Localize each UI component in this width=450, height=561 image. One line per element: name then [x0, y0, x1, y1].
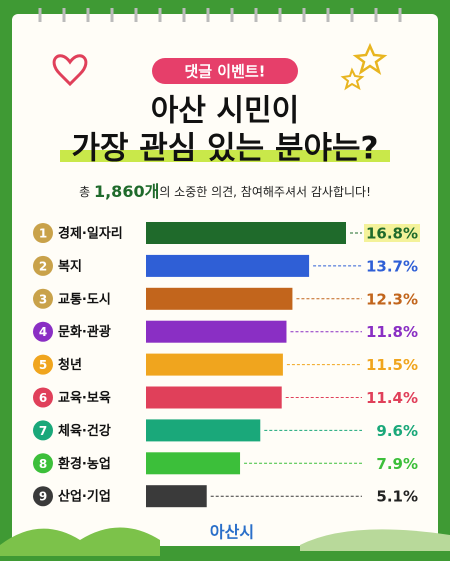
bar: [146, 222, 346, 244]
title-line2: 가장 관심 있는 분야는?: [71, 131, 378, 167]
ground: [300, 529, 450, 551]
rank: 3: [39, 292, 47, 306]
value-label: 16.8%: [366, 225, 418, 243]
value-label: 7.9%: [376, 455, 418, 473]
rank-badge: [33, 354, 53, 375]
bar: [146, 452, 241, 475]
badge: 댓글 이벤트!: [184, 63, 265, 81]
bar: [146, 485, 207, 508]
rank: 6: [39, 391, 47, 405]
subtitle-suffix: 의 소중한 의견, 참여해주셔서 감사합니다!: [159, 185, 371, 199]
value-label: 13.7%: [366, 257, 418, 275]
rank: 8: [39, 457, 47, 471]
bar: [146, 386, 282, 409]
bar: [146, 254, 310, 277]
category: 교통·도시: [58, 292, 111, 307]
value-label: 11.8%: [366, 323, 418, 341]
category: 체육·건강: [58, 423, 111, 439]
rank: 4: [39, 325, 47, 339]
star-doodle: [352, 42, 388, 75]
value-highlight: [364, 224, 420, 242]
logo: 아산시: [210, 523, 254, 542]
rank-badge: [33, 387, 53, 408]
category: 환경·농업: [58, 456, 111, 472]
bar: [146, 353, 283, 376]
rank-badge: [33, 420, 53, 441]
category: 경제·일자리: [58, 226, 123, 242]
bar: [146, 287, 293, 310]
value-label: 5.1%: [376, 488, 418, 506]
rank: 5: [39, 358, 47, 372]
category: 교육·보육: [58, 390, 111, 406]
value-label: 11.4%: [366, 389, 418, 407]
rank-badge: [33, 321, 53, 342]
value-label: 12.3%: [366, 290, 418, 308]
star-doodle: [340, 67, 365, 91]
category: 청년: [58, 357, 82, 373]
subtitle: 총 1,860개의 소중한 의견, 참여해주셔서 감사합니다!: [79, 182, 371, 201]
rank: 7: [39, 424, 47, 438]
rank-badge: [33, 486, 53, 507]
rank-badge: [33, 255, 53, 276]
category: 산업·기업: [58, 489, 111, 505]
title: 아산 시민이: [151, 94, 299, 129]
bar: [146, 320, 287, 343]
value-label: 9.6%: [376, 422, 418, 440]
category: 복지: [58, 259, 82, 274]
rank: 1: [39, 227, 47, 241]
rank-badge: [33, 288, 53, 309]
rank-badge: [33, 223, 53, 243]
subtitle-prefix: 총: [79, 185, 90, 199]
category: 문화·관광: [58, 324, 111, 340]
rings: [38, 8, 402, 22]
bar: [146, 419, 261, 442]
subtitle-count: 1,860개: [94, 182, 159, 201]
rank: 2: [39, 259, 47, 273]
value-label: 11.5%: [366, 356, 418, 374]
heart-doodle: [52, 54, 88, 87]
rank-badge: [33, 453, 53, 474]
paper: [12, 14, 438, 546]
ground: [0, 527, 160, 556]
badge-bg: [152, 58, 298, 84]
rank: 9: [39, 490, 47, 504]
highlight: [60, 150, 390, 162]
